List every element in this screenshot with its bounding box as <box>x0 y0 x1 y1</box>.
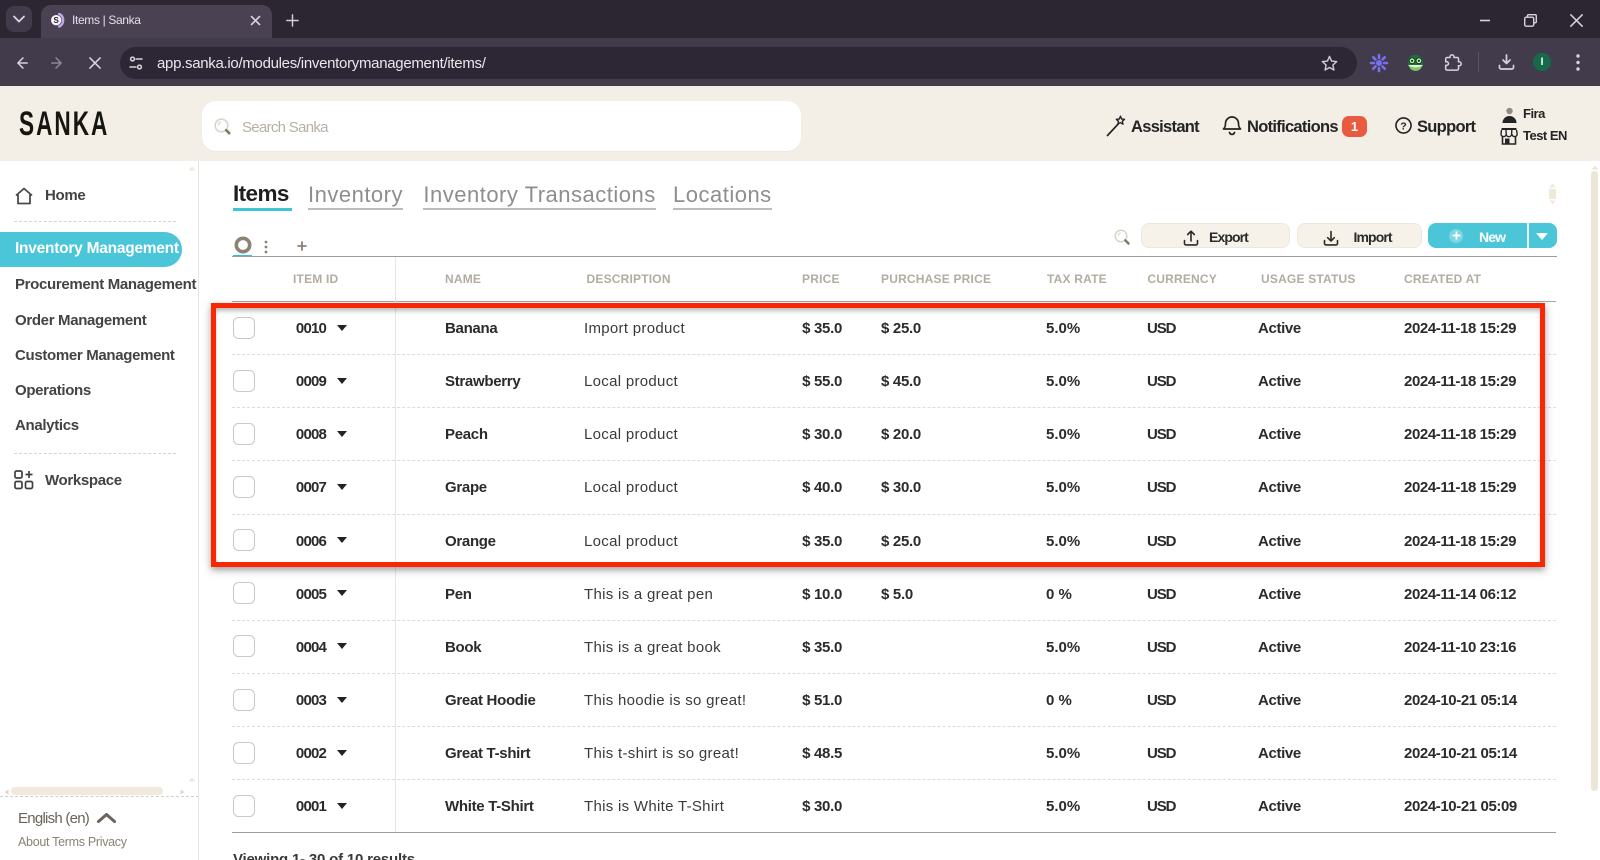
svg-text:S: S <box>54 16 60 25</box>
svg-text:?: ? <box>1400 121 1406 133</box>
